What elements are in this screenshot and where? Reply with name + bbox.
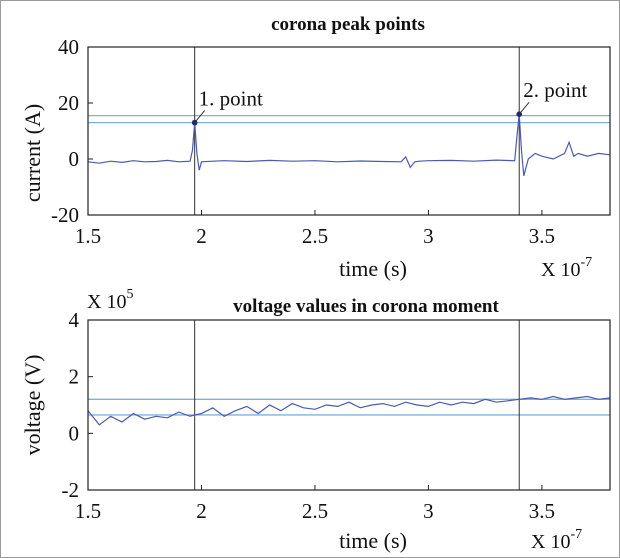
x-tick-label: 2: [196, 499, 207, 523]
x-tick-label: 3: [423, 224, 434, 248]
chart-title: corona peak points: [271, 14, 425, 35]
annotation-leader: [194, 110, 206, 123]
x-tick-label: 1.5: [75, 499, 101, 523]
x-multiplier: X 10-7: [541, 255, 592, 281]
x-tick-label: 2.5: [302, 224, 328, 248]
y-tick-label: 4: [69, 308, 80, 332]
plot-frame: [87, 319, 611, 491]
y-multiplier-exponent: 5: [126, 287, 133, 302]
x-multiplier-exponent: -7: [570, 527, 582, 542]
x-multiplier: X 10-7: [531, 527, 582, 553]
peak-point-label: 2. point: [523, 78, 587, 102]
x-tick-label: 3: [423, 499, 434, 523]
y-axis-label: current (A): [20, 104, 45, 202]
chart-title: voltage values in corona moment: [233, 296, 499, 317]
x-tick-label: 3.5: [529, 499, 555, 523]
x-axis-label: time (s): [339, 256, 407, 281]
plot-frame: [87, 46, 611, 216]
series-line: [88, 395, 610, 426]
x-tick-label: 1.5: [75, 224, 101, 248]
y-tick-label: 0: [69, 147, 80, 171]
x-axis-label: time (s): [339, 528, 407, 553]
y-tick-label: 20: [58, 91, 79, 115]
y-tick-label: 2: [69, 365, 80, 389]
y-tick-label: 0: [69, 421, 80, 445]
plot-area: [88, 47, 610, 215]
y-axis-label: voltage (V): [20, 355, 45, 456]
y-tick-label: 40: [58, 35, 79, 59]
plot-area: [88, 320, 610, 490]
y-multiplier-base: X 10: [87, 291, 126, 313]
y-multiplier: X 105: [87, 287, 133, 313]
peak-point-label: 1. point: [199, 87, 263, 111]
x-multiplier-base: X 10: [541, 259, 580, 281]
current-chart: corona peak points current (A) time (s) …: [20, 14, 611, 281]
voltage-chart: X 105 voltage values in corona moment vo…: [20, 287, 611, 553]
x-multiplier-exponent: -7: [580, 255, 592, 270]
y-tick-label: -20: [51, 203, 79, 227]
annotation-leader: [518, 101, 530, 115]
x-tick-label: 2: [196, 224, 207, 248]
x-tick-label: 3.5: [529, 224, 555, 248]
y-tick-label: -2: [62, 478, 80, 502]
x-tick-label: 2.5: [302, 499, 328, 523]
series-line: [88, 114, 610, 176]
x-multiplier-base: X 10: [531, 531, 570, 553]
